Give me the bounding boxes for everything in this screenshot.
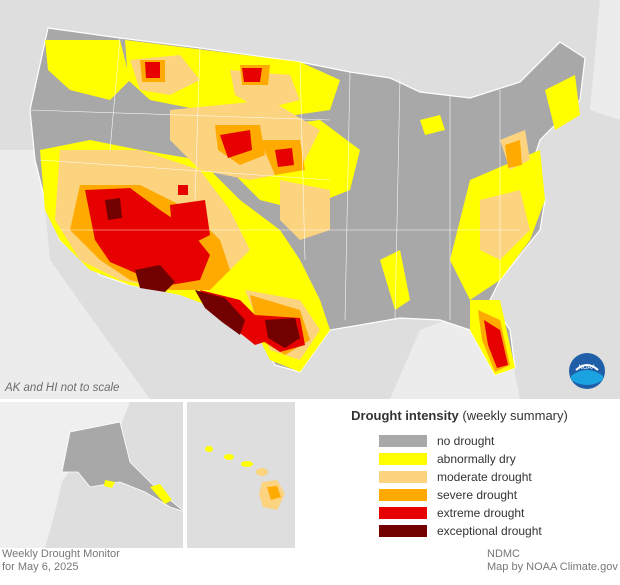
legend-item: moderate drought [379, 468, 542, 486]
legend-label: abnormally dry [437, 452, 516, 466]
legend-label: exceptional drought [437, 524, 542, 538]
legend-item: exceptional drought [379, 522, 542, 540]
legend-item: extreme drought [379, 504, 542, 522]
footer-title-line2: for May 6, 2025 [2, 561, 79, 573]
footer-credit-line1: NDMC [487, 548, 520, 560]
legend-swatch-no-drought [379, 435, 427, 447]
legend-swatch-exceptional-drought [379, 525, 427, 537]
state-borders [29, 37, 520, 321]
noaa-logo: NOAA [569, 353, 605, 389]
legend-label: extreme drought [437, 506, 525, 520]
hawaii-inset [187, 402, 295, 548]
noaa-logo-text: NOAA [578, 365, 595, 371]
alaska-map-graphic [0, 402, 183, 548]
exceptional-drought-areas [105, 198, 300, 348]
legend-swatch-severe-drought [379, 489, 427, 501]
legend-label: severe drought [437, 488, 518, 502]
hawaii-map-graphic [187, 402, 295, 548]
footer-title: Weekly Drought Monitor for May 6, 2025 [2, 548, 120, 574]
legend: Drought intensity (weekly summary) no dr… [299, 402, 620, 548]
legend-item: abnormally dry [379, 450, 542, 468]
footer-title-line1: Weekly Drought Monitor [2, 548, 120, 560]
scale-note: AK and HI not to scale [5, 382, 120, 394]
legend-label: moderate drought [437, 470, 532, 484]
legend-label: no drought [437, 434, 495, 448]
legend-swatch-extreme-drought [379, 507, 427, 519]
legend-item: severe drought [379, 486, 542, 504]
conus-map: AK and HI not to scale NOAA [0, 0, 620, 399]
legend-items: no drought abnormally dry moderate droug… [379, 432, 542, 540]
legend-swatch-abnormally-dry [379, 453, 427, 465]
legend-title: Drought intensity (weekly summary) [299, 408, 620, 423]
footer-credit-line2: Map by NOAA Climate.gov [487, 561, 618, 573]
legend-item: no drought [379, 432, 542, 450]
legend-swatch-moderate-drought [379, 471, 427, 483]
legend-title-rest: (weekly summary) [458, 408, 568, 423]
alaska-inset [0, 402, 183, 548]
legend-title-bold: Drought intensity [351, 408, 459, 423]
footer-credit: NDMC Map by NOAA Climate.gov [487, 548, 618, 574]
conus-map-graphic [0, 0, 620, 399]
